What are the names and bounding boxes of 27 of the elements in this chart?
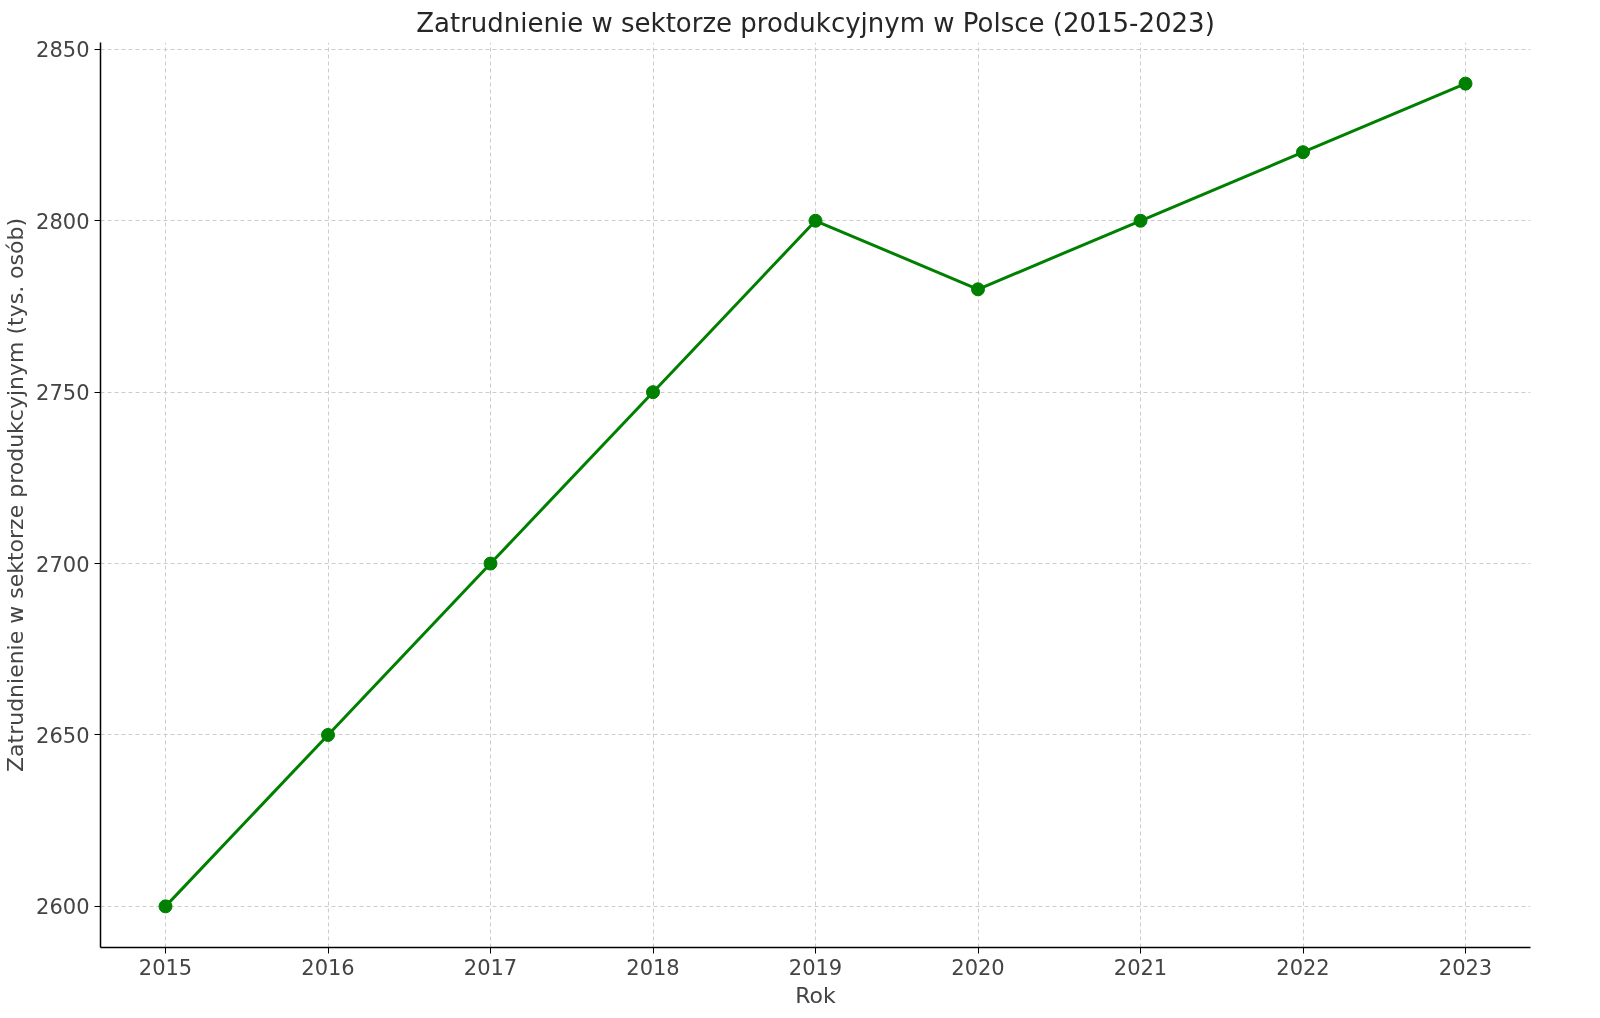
x-axis-title: Rok bbox=[795, 982, 837, 1008]
x-tick-label: 2017 bbox=[463, 955, 518, 980]
x-tick-label: 2020 bbox=[951, 955, 1005, 980]
y-tick-label: 2750 bbox=[36, 381, 90, 406]
point bbox=[646, 385, 660, 400]
y-tick-label: 2700 bbox=[36, 552, 90, 577]
x-tick-label: 2018 bbox=[626, 955, 680, 980]
point bbox=[1133, 213, 1148, 228]
point bbox=[483, 556, 498, 571]
x-tick-label: 2015 bbox=[138, 955, 193, 980]
point bbox=[808, 213, 823, 228]
x-tick-label: 2021 bbox=[1113, 955, 1168, 980]
point bbox=[1296, 145, 1310, 160]
x-tick-label: 2023 bbox=[1438, 955, 1493, 980]
x-tick-label: 2019 bbox=[788, 955, 843, 980]
y-axis-title: Zatrudnienie w sektorze produkcyjnym (tys. osób) bbox=[3, 217, 29, 773]
x-tick-label: 2016 bbox=[301, 955, 355, 980]
point bbox=[971, 282, 985, 297]
y-tick-label: 2850 bbox=[36, 38, 90, 63]
x-tick-label: 2022 bbox=[1276, 955, 1330, 980]
point bbox=[321, 727, 335, 742]
y-tick-label: 2800 bbox=[36, 209, 90, 234]
y-tick-label: 2650 bbox=[36, 723, 90, 748]
chart-title: Zatrudnienie w sektorze produkcyjnym w Polsce (2015-2023) bbox=[416, 7, 1215, 38]
y-tick-label: 2600 bbox=[36, 895, 90, 920]
point bbox=[1458, 76, 1473, 91]
point bbox=[158, 899, 173, 914]
